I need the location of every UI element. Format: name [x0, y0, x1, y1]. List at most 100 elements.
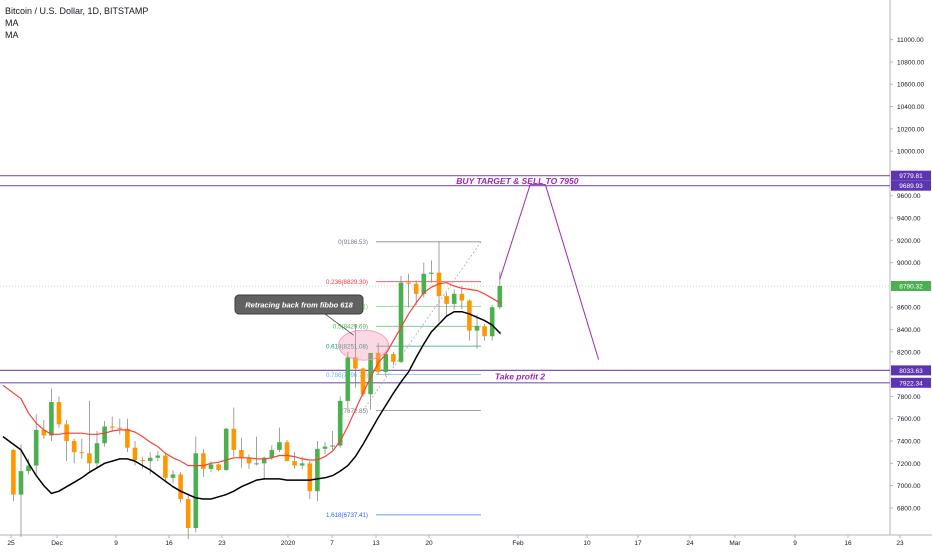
- candle-down[interactable]: [163, 453, 168, 483]
- candle-down[interactable]: [459, 286, 465, 310]
- candle-up[interactable]: [383, 351, 389, 377]
- candle-body: [413, 283, 419, 294]
- candle-down[interactable]: [360, 367, 366, 397]
- candle-down[interactable]: [246, 454, 252, 469]
- y-tick-label: 7600.00: [897, 416, 921, 423]
- candle-down[interactable]: [109, 416, 115, 431]
- candle-down[interactable]: [467, 299, 472, 341]
- y-tick-label: 8400.00: [897, 327, 921, 334]
- candle-up[interactable]: [261, 456, 267, 481]
- buy-target-text[interactable]: BUY TARGET & SELL TO 7950: [456, 176, 578, 186]
- candle-up[interactable]: [223, 427, 229, 472]
- candle-up[interactable]: [193, 436, 199, 533]
- candle-up[interactable]: [337, 396, 343, 448]
- candle-body: [208, 464, 214, 469]
- x-tick-label: 23: [218, 540, 226, 547]
- candle-up[interactable]: [398, 276, 404, 363]
- ma-slow-line[interactable]: [2, 310, 501, 500]
- candle-down[interactable]: [140, 456, 145, 469]
- candle-body: [132, 447, 138, 460]
- candle-up[interactable]: [330, 430, 335, 450]
- candle-down[interactable]: [353, 323, 358, 388]
- candle-body: [239, 449, 244, 458]
- candle-body: [474, 326, 480, 331]
- candle-up[interactable]: [49, 388, 54, 442]
- callout-bubble[interactable]: [234, 294, 364, 315]
- x-tick-label: 10: [583, 540, 591, 547]
- candle-up[interactable]: [474, 315, 480, 349]
- candle-body: [41, 429, 47, 436]
- candle-up[interactable]: [315, 441, 320, 502]
- x-tick-label: 17: [634, 540, 642, 547]
- candle-down[interactable]: [201, 448, 206, 477]
- candle-body: [223, 428, 229, 471]
- candle-down[interactable]: [444, 292, 449, 317]
- highlight-ellipse[interactable]: [338, 329, 390, 361]
- candle-up[interactable]: [170, 470, 176, 484]
- candle-body: [193, 453, 199, 528]
- candle-down[interactable]: [71, 438, 77, 464]
- candle-up[interactable]: [322, 442, 328, 455]
- candle-body: [109, 426, 115, 428]
- projection-path[interactable]: [499, 184, 600, 360]
- candle-body: [277, 442, 282, 450]
- candle-body: [216, 464, 221, 471]
- candle-down[interactable]: [11, 448, 16, 502]
- candle-down[interactable]: [185, 493, 191, 540]
- candle-up[interactable]: [94, 430, 100, 468]
- candle-body: [147, 457, 153, 462]
- candle-body: [117, 427, 123, 429]
- candle-down[interactable]: [117, 418, 123, 435]
- candle-up[interactable]: [26, 458, 31, 475]
- candle-up[interactable]: [497, 271, 503, 310]
- candle-down[interactable]: [413, 280, 419, 305]
- candle-down[interactable]: [231, 407, 237, 457]
- y-tick-label: 10400.00: [897, 104, 924, 111]
- candle-up[interactable]: [155, 451, 161, 462]
- x-tick-label: 25: [7, 540, 15, 547]
- y-tick-label: 10000.00: [897, 149, 924, 156]
- candle-down[interactable]: [178, 472, 183, 503]
- candle-body: [451, 293, 457, 304]
- candle-down[interactable]: [436, 241, 442, 322]
- candle-up[interactable]: [33, 414, 39, 476]
- fib-level-label: 0.236(8829.30): [326, 279, 368, 286]
- candle-up[interactable]: [254, 436, 259, 466]
- candle-up[interactable]: [451, 289, 457, 310]
- candle-body: [489, 307, 495, 337]
- candle-down[interactable]: [239, 437, 244, 468]
- ma-fast-line[interactable]: [2, 282, 501, 467]
- candle-down[interactable]: [79, 438, 85, 459]
- y-tick-label: 9000.00: [897, 260, 921, 267]
- candle-down[interactable]: [284, 439, 290, 462]
- candle-body: [231, 428, 237, 450]
- candle-body: [315, 448, 320, 492]
- x-tick-label: Mar: [729, 540, 741, 547]
- candle-down[interactable]: [391, 351, 396, 366]
- candle-down[interactable]: [56, 396, 62, 428]
- candle-down[interactable]: [125, 418, 130, 453]
- y-tick-label: 8200.00: [897, 349, 921, 356]
- indicator-ma-slow[interactable]: MA: [5, 30, 19, 40]
- candle-down[interactable]: [216, 463, 221, 472]
- candle-body: [155, 455, 161, 458]
- candle-down[interactable]: [292, 452, 297, 469]
- candle-up[interactable]: [421, 262, 427, 298]
- candle-body: [467, 300, 472, 331]
- candle-up[interactable]: [277, 427, 282, 453]
- price-tag: [891, 180, 931, 191]
- candle-down[interactable]: [482, 323, 487, 341]
- candle-down[interactable]: [87, 400, 92, 472]
- take-profit-text[interactable]: Take profit 2: [495, 372, 545, 382]
- candle-up[interactable]: [368, 352, 373, 410]
- candle-up[interactable]: [429, 260, 434, 283]
- candle-down[interactable]: [406, 273, 411, 308]
- candle-up[interactable]: [489, 305, 495, 341]
- candle-body: [163, 455, 168, 478]
- candle-up[interactable]: [345, 351, 351, 409]
- candle-down[interactable]: [64, 419, 69, 462]
- indicator-ma-fast[interactable]: MA: [5, 18, 19, 28]
- candle-up[interactable]: [18, 444, 24, 537]
